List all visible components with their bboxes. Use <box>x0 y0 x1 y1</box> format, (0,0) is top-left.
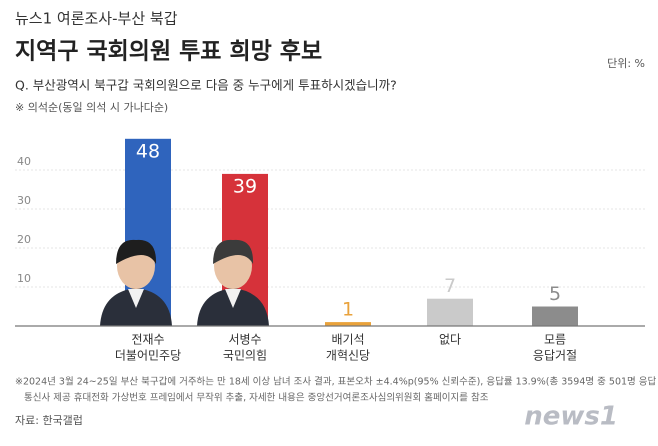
value-label: 5 <box>549 283 561 305</box>
x-tick-sublabel: 개혁신당 <box>326 349 370 363</box>
footnote: 통신사 제공 휴대전화 가상번호 프레임에서 무작위 추출, 자세한 내용은 중… <box>24 392 489 404</box>
x-tick-sublabel: 더불어민주당 <box>115 349 181 363</box>
header: 뉴스1 여론조사-부산 북갑 <box>15 10 178 28</box>
value-label: 7 <box>444 275 456 297</box>
note: ※ 의석순(동일 의석 시 가나다순) <box>15 100 168 114</box>
photo-shirt <box>128 289 144 308</box>
bar <box>532 306 578 326</box>
bar <box>325 322 371 326</box>
x-tick-sublabel: 응답거절 <box>533 349 577 363</box>
photo-hair <box>213 239 254 264</box>
x-tick-label: 모름 <box>544 333 566 347</box>
y-tick-label: 20 <box>17 233 31 246</box>
y-tick-label: 10 <box>17 272 31 285</box>
y-tick-label: 30 <box>17 194 31 207</box>
footnote: ※2024년 3월 24~25일 부산 북구갑에 거주하는 만 18세 이상 남… <box>15 376 658 388</box>
x-tick-sublabel: 국민의힘 <box>223 349 267 363</box>
value-label: 1 <box>342 299 354 321</box>
logo: news1 <box>524 402 618 432</box>
photo-shirt <box>225 289 241 308</box>
value-label: 48 <box>136 140 160 162</box>
y-tick-label: 40 <box>17 155 31 168</box>
x-tick-label: 없다 <box>439 333 461 347</box>
photo-hair <box>116 239 157 264</box>
x-tick-label: 서병수 <box>228 333 261 347</box>
chart-title: 지역구 국회의원 투표 희망 후보 <box>15 39 322 65</box>
value-label: 39 <box>233 175 257 197</box>
x-tick-label: 배기석 <box>331 333 364 347</box>
unit: 단위: % <box>607 57 645 70</box>
source: 자료: 한국갤럽 <box>15 413 83 427</box>
bar <box>427 298 473 326</box>
x-tick-label: 전재수 <box>131 333 164 347</box>
question: Q. 부산광역시 북구갑 국회의원으로 다음 중 누구에게 투표하시겠습니까? <box>15 78 397 93</box>
